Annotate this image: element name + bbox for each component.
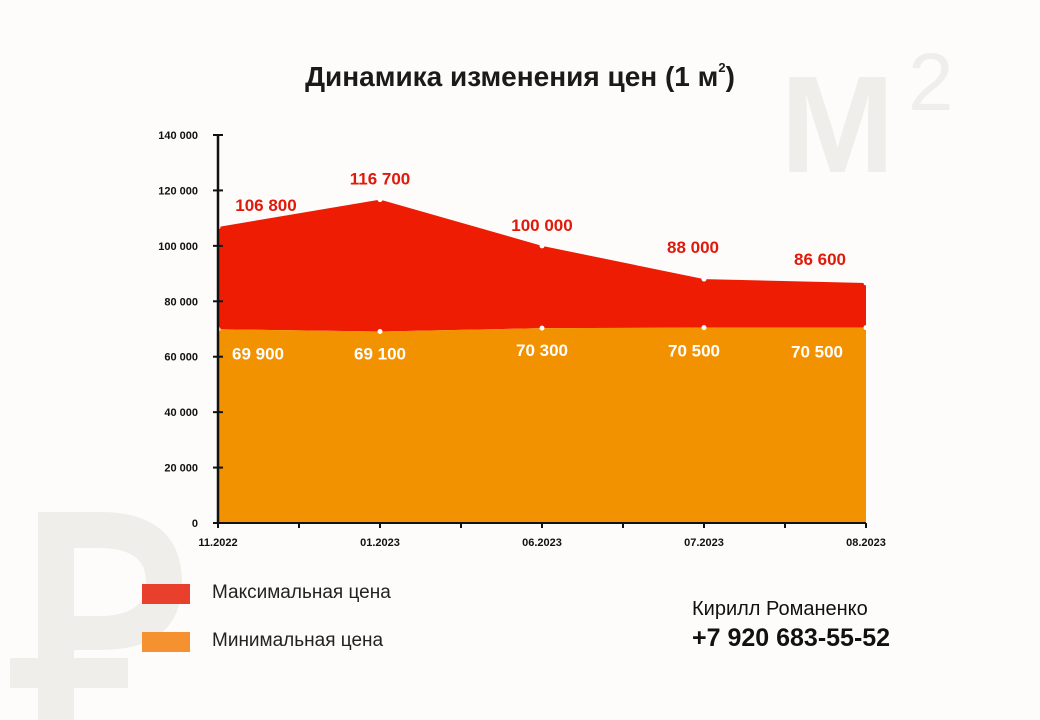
y-tick-label: 80 000 [164, 296, 198, 308]
x-tick-label: 01.2023 [360, 537, 400, 549]
y-tick-label: 40 000 [164, 407, 198, 419]
min-point [701, 325, 707, 331]
y-tick-label: 100 000 [158, 241, 198, 253]
legend-swatch-max [142, 584, 190, 604]
min-point [863, 325, 869, 331]
min-data-label: 70 300 [516, 341, 568, 360]
max-point [701, 276, 707, 282]
max-data-label: 116 700 [350, 170, 411, 189]
max-data-label: 88 000 [667, 238, 719, 257]
y-tick-label: 120 000 [158, 185, 198, 197]
y-tick-label: 20 000 [164, 463, 198, 475]
min-data-label: 70 500 [791, 343, 843, 362]
max-data-label: 86 600 [794, 250, 846, 269]
legend-label-min: Минимальная цена [212, 630, 384, 651]
chart-title: Динамика изменения цен (1 м2) [0, 60, 1040, 93]
x-tick-label: 07.2023 [684, 537, 724, 549]
chart-title-superscript: 2 [718, 60, 726, 75]
chart-title-end: ) [725, 61, 735, 92]
max-data-label: 106 800 [235, 196, 296, 215]
legend-label-max: Максимальная цена [212, 582, 391, 603]
ruble-watermark [10, 512, 182, 720]
watermark-superscript-2: 2 [908, 37, 954, 128]
min-point [539, 325, 545, 331]
min-data-label: 69 900 [232, 344, 284, 363]
y-tick-label: 60 000 [164, 352, 198, 364]
m2-watermark: M 2 [780, 37, 954, 190]
y-tick-label: 0 [192, 518, 198, 530]
max-point [863, 280, 869, 286]
x-tick-label: 08.2023 [846, 537, 886, 549]
contact-name: Кирилл Романенко [692, 598, 868, 620]
legend-swatch-min [142, 632, 190, 652]
max-point [377, 197, 383, 203]
contact-phone: +7 920 683-55-52 [692, 624, 891, 652]
x-tick-label: 11.2022 [198, 537, 237, 549]
series-area-max [218, 199, 866, 332]
y-tick-label: 140 000 [158, 130, 198, 142]
chart-title-main: Динамика изменения цен (1 м [305, 61, 719, 92]
max-point [539, 243, 545, 249]
x-tick-label: 06.2023 [522, 537, 562, 549]
series-area-min [218, 327, 866, 523]
watermark-m-letter: M [780, 48, 895, 190]
max-data-label: 100 000 [511, 216, 572, 235]
min-point [377, 328, 383, 334]
min-data-label: 69 100 [354, 344, 406, 363]
min-data-label: 70 500 [668, 342, 720, 361]
